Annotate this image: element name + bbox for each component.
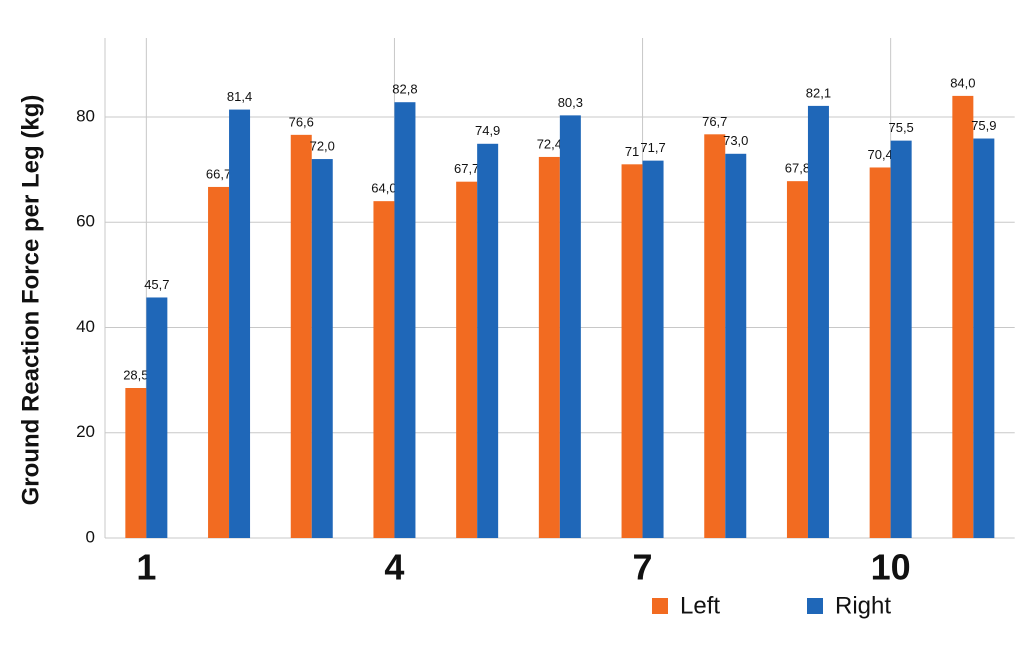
data-label: 80,3 xyxy=(558,95,583,110)
y-tick-label: 60 xyxy=(76,212,95,231)
data-label: 45,7 xyxy=(144,277,169,292)
data-label: 72,4 xyxy=(537,136,562,151)
data-label: 81,4 xyxy=(227,89,252,104)
y-tick-label: 80 xyxy=(76,106,95,125)
bar xyxy=(807,105,829,538)
data-label: 64,0 xyxy=(371,181,396,196)
y-axis-label: Ground Reaction Force per Leg (kg) xyxy=(17,95,44,506)
bar xyxy=(290,134,312,538)
x-tick-label: 4 xyxy=(384,547,404,588)
y-tick-label: 20 xyxy=(76,422,95,441)
data-label: 72,0 xyxy=(310,138,335,153)
data-label: 71,7 xyxy=(640,140,665,155)
legend-label: Left xyxy=(680,592,720,619)
x-tick-label: 7 xyxy=(633,547,653,588)
data-label: 28,5 xyxy=(123,367,148,382)
legend-swatch xyxy=(807,598,823,614)
data-label: 73,0 xyxy=(723,133,748,148)
bar xyxy=(725,153,747,538)
bar xyxy=(973,138,995,539)
data-label: 82,1 xyxy=(806,85,831,100)
data-label: 76,7 xyxy=(702,114,727,129)
data-label: 67,8 xyxy=(785,161,810,176)
data-label: 84,0 xyxy=(950,75,975,90)
data-label: 74,9 xyxy=(475,123,500,138)
legend-label: Right xyxy=(835,592,891,619)
data-label: 66,7 xyxy=(206,166,231,181)
bar xyxy=(869,167,891,538)
y-tick-label: 40 xyxy=(76,317,95,336)
data-label: 70,4 xyxy=(867,147,892,162)
bar xyxy=(394,102,416,539)
data-label: 67,7 xyxy=(454,161,479,176)
data-label: 76,6 xyxy=(289,114,314,129)
bar xyxy=(642,160,664,538)
bar xyxy=(890,140,912,538)
y-tick-label: 0 xyxy=(86,527,95,546)
bar xyxy=(538,156,560,538)
bar xyxy=(125,388,147,538)
bar xyxy=(952,95,974,538)
data-label: 75,5 xyxy=(888,120,913,135)
x-tick-label: 10 xyxy=(871,547,911,588)
bar xyxy=(373,201,395,538)
bar xyxy=(456,181,478,538)
bar xyxy=(559,115,581,539)
bar xyxy=(621,164,643,538)
bar xyxy=(477,143,499,538)
bar xyxy=(208,186,230,538)
bar xyxy=(146,297,168,538)
data-label: 82,8 xyxy=(392,82,417,97)
bar xyxy=(311,159,333,539)
legend-swatch xyxy=(652,598,668,614)
bar xyxy=(229,109,251,538)
bar xyxy=(786,181,808,538)
x-tick-label: 1 xyxy=(136,547,156,588)
data-label: 71 xyxy=(625,144,639,159)
bar xyxy=(704,134,726,538)
data-label: 75,9 xyxy=(971,118,996,133)
